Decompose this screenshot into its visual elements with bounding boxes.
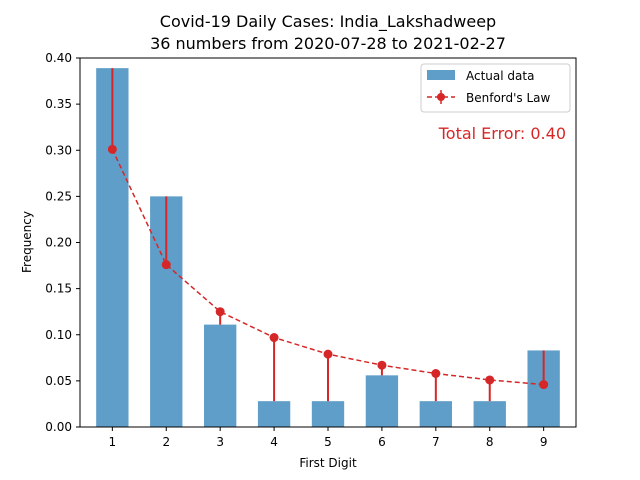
benford-point-digit-5 <box>323 349 333 359</box>
x-tick-label: 9 <box>540 435 548 449</box>
benford-point-digit-8 <box>485 375 495 385</box>
legend-swatch-actual <box>427 70 455 80</box>
y-tick-label: 0.10 <box>45 328 72 342</box>
legend-label-benford: Benford's Law <box>466 91 551 105</box>
x-tick-label: 1 <box>109 435 117 449</box>
total-error-annotation: Total Error: 0.40 <box>438 124 566 143</box>
benford-point-digit-7 <box>431 368 441 378</box>
benford-point-digit-6 <box>377 360 387 370</box>
x-tick-label: 5 <box>324 435 332 449</box>
bar-digit-7 <box>419 401 452 427</box>
bar-digit-4 <box>257 401 291 427</box>
bar-digit-3 <box>204 324 237 427</box>
x-tick-label: 3 <box>216 435 224 449</box>
bar-digit-6 <box>365 375 399 427</box>
y-tick-label: 0.05 <box>45 374 72 388</box>
y-tick-label: 0.25 <box>45 189 72 203</box>
bar-digit-8 <box>473 401 506 427</box>
benford-point-digit-9 <box>539 380 549 390</box>
benford-point-digit-3 <box>215 307 225 317</box>
benford-point-digit-1 <box>107 144 117 154</box>
benford-point-digit-4 <box>269 333 279 343</box>
benford-point-digit-2 <box>161 260 171 270</box>
x-tick-label: 4 <box>270 435 278 449</box>
legend-box <box>420 63 571 113</box>
x-tick-label: 6 <box>378 435 386 449</box>
plot-frame <box>79 57 577 428</box>
y-axis-label: Frequency <box>20 211 34 273</box>
y-tick-label: 0.20 <box>45 236 72 250</box>
y-tick-label: 0.00 <box>45 420 72 434</box>
y-tick-label: 0.30 <box>45 143 72 157</box>
bar-digit-5 <box>311 401 345 427</box>
legend: Actual data Benford's Law <box>420 63 571 113</box>
chart-title-line2: 36 numbers from 2020-07-28 to 2021-02-27 <box>150 34 506 53</box>
x-tick-label: 7 <box>432 435 440 449</box>
x-tick-label: 8 <box>486 435 494 449</box>
legend-swatch-benford-marker <box>437 93 445 101</box>
y-tick-label: 0.15 <box>45 282 72 296</box>
legend-label-actual: Actual data <box>466 69 534 83</box>
y-tick-label: 0.35 <box>45 97 72 111</box>
y-tick-label: 0.40 <box>45 51 72 65</box>
chart-title-line1: Covid-19 Daily Cases: India_Lakshadweep <box>160 12 496 32</box>
x-axis-label: First Digit <box>299 456 357 470</box>
x-tick-label: 2 <box>162 435 170 449</box>
plot-area: 1 2 3 4 5 6 7 8 9 0.00 0.05 0.10 0.15 0.20 0.25 0.30 0.3… <box>45 51 560 449</box>
